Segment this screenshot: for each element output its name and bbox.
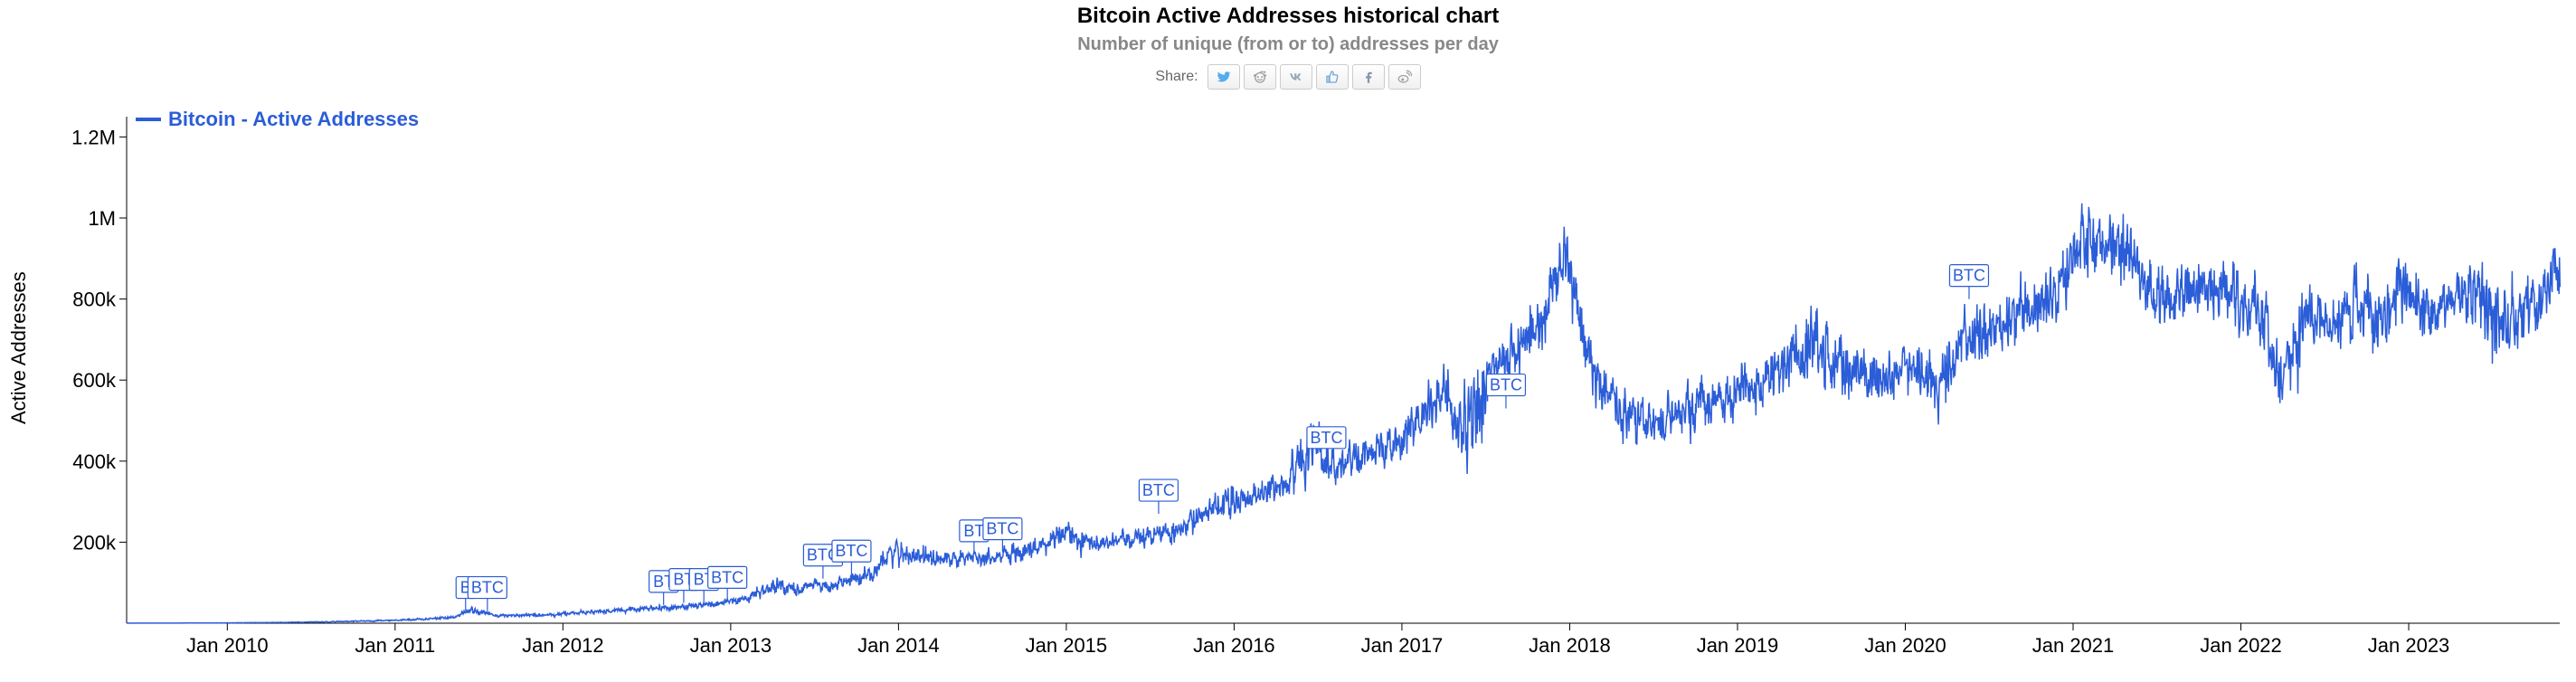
svg-text:1.2M: 1.2M xyxy=(71,126,116,148)
svg-text:Jan 2022: Jan 2022 xyxy=(2200,634,2282,657)
svg-text:1M: 1M xyxy=(88,207,116,230)
svg-text:800k: 800k xyxy=(72,289,117,311)
svg-text:Jan 2013: Jan 2013 xyxy=(690,634,772,657)
svg-text:BTC: BTC xyxy=(986,520,1018,538)
svg-text:BTC: BTC xyxy=(1142,481,1175,499)
svg-text:BTC: BTC xyxy=(1490,376,1522,394)
chart-area: Bitcoin - Active Addresses Active Addres… xyxy=(0,99,2576,677)
vk-icon xyxy=(1287,69,1305,85)
svg-text:BTC: BTC xyxy=(835,542,867,560)
svg-text:400k: 400k xyxy=(72,450,117,473)
svg-text:Jan 2014: Jan 2014 xyxy=(857,634,940,657)
like-icon xyxy=(1323,69,1341,85)
svg-text:Jan 2021: Jan 2021 xyxy=(2032,634,2115,657)
svg-text:Jan 2023: Jan 2023 xyxy=(2368,634,2450,657)
share-like-button[interactable] xyxy=(1316,64,1349,90)
svg-text:BTC: BTC xyxy=(471,579,504,597)
chart-svg: 200k 400k 600k 800k 1M 1.2M Jan 2010 Jan 2011 Ja… xyxy=(0,99,2576,677)
reddit-icon xyxy=(1251,69,1269,85)
svg-text:Jan 2012: Jan 2012 xyxy=(522,634,604,657)
chart-header: Bitcoin Active Addresses historical char… xyxy=(0,0,2576,90)
share-facebook-button[interactable] xyxy=(1352,64,1385,90)
svg-text:200k: 200k xyxy=(72,531,117,554)
svg-text:600k: 600k xyxy=(72,369,117,392)
svg-text:Jan 2019: Jan 2019 xyxy=(1697,634,1779,657)
svg-text:Jan 2015: Jan 2015 xyxy=(1026,634,1108,657)
svg-text:Jan 2018: Jan 2018 xyxy=(1529,634,1611,657)
share-vk-button[interactable] xyxy=(1280,64,1312,90)
svg-text:Jan 2016: Jan 2016 xyxy=(1193,634,1275,657)
facebook-icon xyxy=(1359,69,1378,85)
share-reddit-button[interactable] xyxy=(1244,64,1276,90)
chart-title: Bitcoin Active Addresses historical char… xyxy=(0,4,2576,29)
weibo-icon xyxy=(1396,69,1414,85)
svg-text:Jan 2010: Jan 2010 xyxy=(186,634,269,657)
svg-text:Jan 2011: Jan 2011 xyxy=(355,634,435,657)
twitter-icon xyxy=(1215,69,1233,85)
svg-text:BTC: BTC xyxy=(711,568,743,586)
svg-text:BT: BT xyxy=(963,522,984,540)
share-row: Share: xyxy=(1155,64,1420,90)
share-twitter-button[interactable] xyxy=(1208,64,1240,90)
svg-text:BTC: BTC xyxy=(1953,267,1985,285)
svg-text:BTC: BTC xyxy=(1310,429,1342,447)
chart-subtitle: Number of unique (from or to) addresses … xyxy=(0,34,2576,55)
share-label: Share: xyxy=(1155,69,1198,85)
svg-text:Jan 2017: Jan 2017 xyxy=(1361,634,1444,657)
share-weibo-button[interactable] xyxy=(1388,64,1421,90)
svg-text:Jan 2020: Jan 2020 xyxy=(1864,634,1946,657)
